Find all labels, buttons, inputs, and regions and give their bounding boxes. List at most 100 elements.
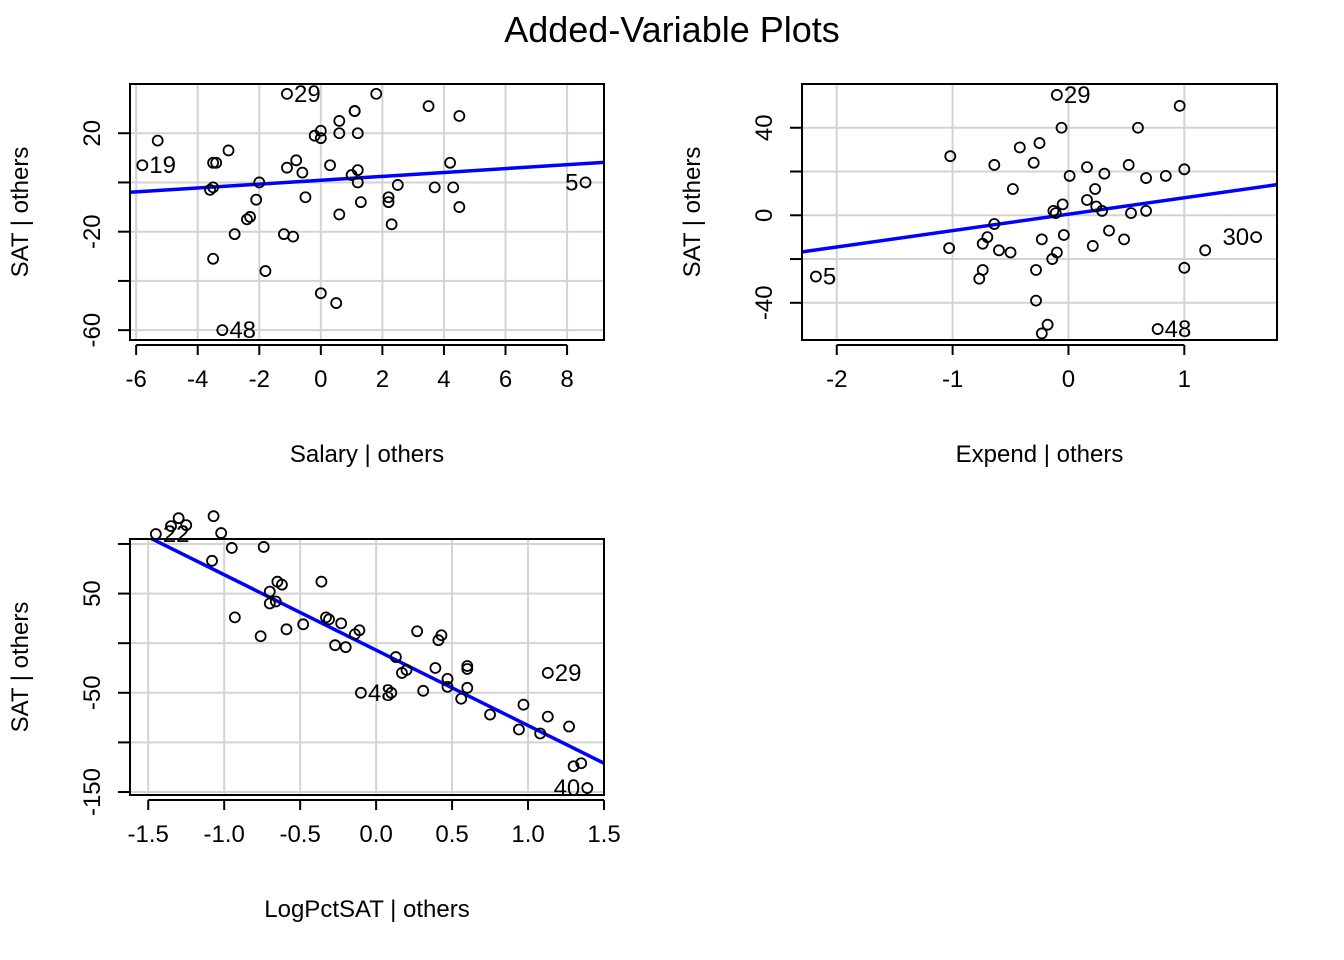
regression-line [802, 182, 1277, 254]
data-point [444, 156, 457, 169]
data-point [314, 124, 327, 137]
data-point [207, 181, 220, 194]
x-tick-label: 0.0 [359, 821, 392, 848]
x-tick-label: 8 [560, 366, 573, 393]
plot-frame [801, 83, 1278, 341]
data-point [320, 611, 332, 624]
y-axis: -150 -50 50 [79, 542, 131, 816]
y-tick-label: -20 [79, 214, 106, 249]
data-point [453, 110, 466, 122]
panel-expend: 29 48 30 5 -2 -1 0 1 Expend | others -40 0 40 SAT | … [679, 82, 1278, 468]
data-point [389, 651, 402, 663]
data-point [1046, 253, 1059, 265]
data-point [973, 272, 986, 285]
x-tick-label: 0.5 [435, 821, 468, 848]
grid [130, 84, 604, 340]
data-point [400, 664, 413, 676]
data-point [1096, 205, 1108, 217]
data-point [180, 519, 193, 532]
y-axis-label: SAT | others [7, 147, 34, 278]
data-point [280, 623, 293, 636]
data-point [385, 686, 398, 699]
y-axis-label: SAT | others [7, 602, 34, 733]
data-point [165, 520, 177, 533]
x-tick-label: 0 [314, 366, 327, 393]
point-label: 5 [565, 169, 578, 196]
y-axis: -60 -20 20 [79, 120, 131, 347]
y-tick-label: -50 [79, 675, 106, 710]
data-point [455, 692, 468, 705]
data-point [517, 698, 530, 711]
data-point [1081, 161, 1093, 174]
x-tick-label: -4 [187, 366, 208, 393]
data-point [534, 727, 547, 740]
data-point [976, 237, 989, 250]
data-point [351, 127, 364, 140]
y-tick-label: 40 [751, 114, 778, 141]
y-tick-label: 0 [751, 209, 778, 222]
data-point [253, 176, 266, 189]
data-point [1086, 240, 1099, 252]
data-point [254, 630, 267, 643]
data-point [287, 230, 300, 243]
data-point [333, 127, 346, 140]
data-point [1041, 318, 1054, 331]
y-tick-label: -150 [79, 768, 106, 816]
data-point [435, 629, 448, 642]
data-point [988, 159, 1001, 171]
data-point [417, 684, 430, 697]
regression-line [148, 539, 604, 765]
data-point [541, 710, 554, 723]
data-point [329, 639, 341, 652]
data-point [207, 510, 220, 523]
data-point [1098, 167, 1111, 180]
data-point [1199, 244, 1212, 257]
point-label: 29 [294, 81, 321, 108]
data-point [1081, 194, 1093, 206]
x-axis: -6 -4 -2 0 2 4 6 8 [125, 344, 574, 393]
data-point [151, 134, 164, 147]
point-label: 29 [1064, 82, 1091, 109]
point-label: 48 [1165, 316, 1192, 343]
data-point [1125, 207, 1137, 219]
data-point [1140, 205, 1152, 217]
data-point [382, 191, 395, 204]
data-point [297, 618, 310, 631]
data-point [382, 196, 395, 209]
data-point [411, 625, 424, 638]
data-point [351, 164, 364, 177]
regression-line [130, 160, 604, 195]
data-point [339, 641, 352, 654]
data-point [257, 541, 270, 553]
data-point [1035, 233, 1048, 246]
x-tick-label: -1 [942, 366, 963, 393]
data-point [228, 228, 241, 241]
data-point [1047, 205, 1060, 217]
data-point [299, 191, 312, 204]
point-label: 5 [823, 264, 836, 291]
x-tick-label: 1 [1178, 366, 1191, 393]
data-point [1027, 156, 1040, 169]
data-point [323, 613, 335, 626]
data-point [204, 183, 216, 196]
data-point [441, 673, 454, 685]
data-point [428, 181, 441, 194]
data-point [993, 244, 1005, 257]
data-point [241, 213, 253, 226]
data-point [441, 680, 454, 693]
plot-frame [129, 538, 605, 796]
data-point [1122, 159, 1135, 171]
data-point [314, 287, 327, 300]
data-point [1035, 327, 1048, 340]
y-tick-label: 50 [79, 580, 106, 607]
data-point [1103, 224, 1115, 237]
data-point [244, 211, 256, 223]
data-point [354, 196, 367, 209]
data-point [1033, 137, 1046, 149]
data-point [453, 201, 466, 213]
data-point [1178, 163, 1191, 176]
